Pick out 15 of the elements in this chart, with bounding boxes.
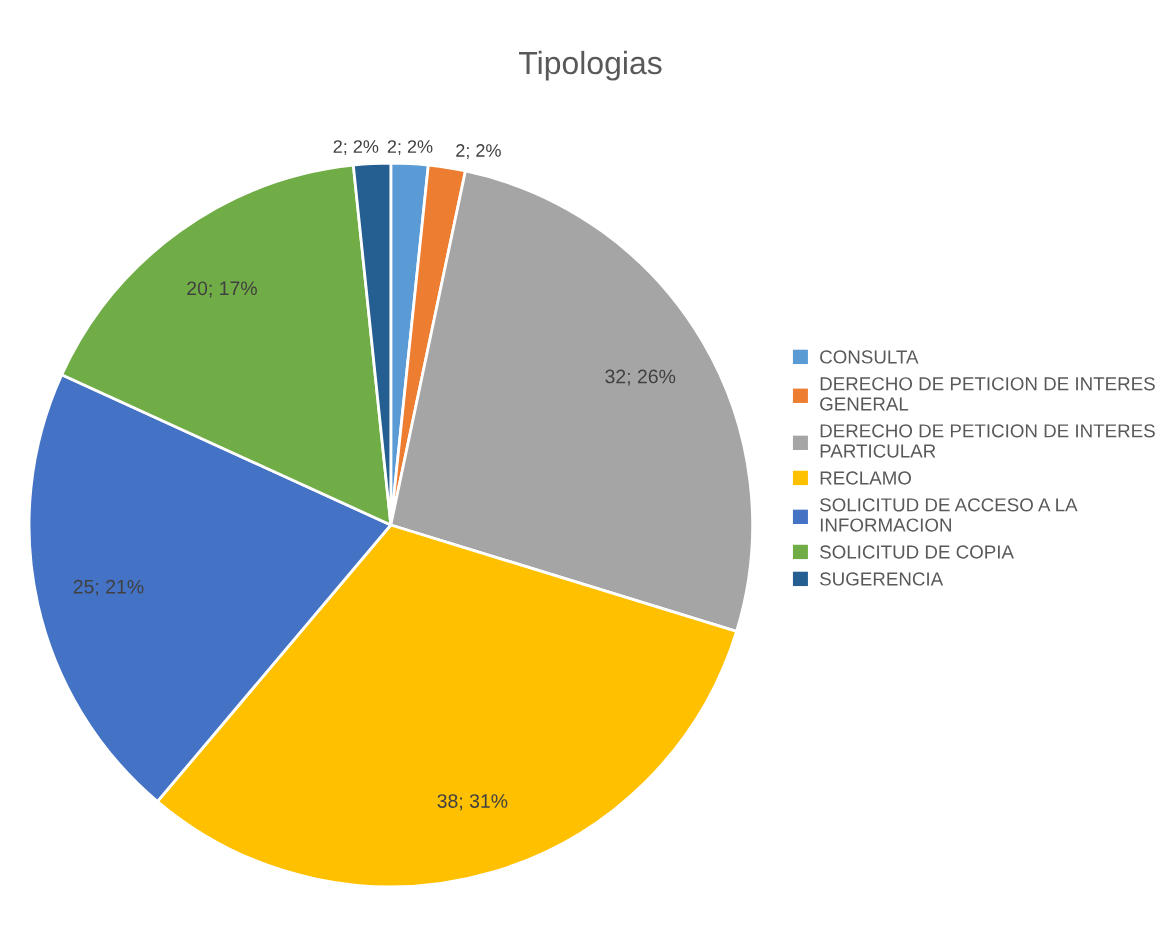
data-label: 2; 2% [333,140,379,156]
data-label: 38; 31% [437,794,508,811]
legend-label: RECLAMO [820,471,912,485]
legend-label: SUGERENCIA [820,572,944,586]
data-label: 20; 17% [187,281,257,298]
legend-label: SOLICITUD DE ACCESO A LA INFORMACION [820,498,1078,532]
legend-label: CONSULTA [820,350,919,364]
data-label: 32; 26% [605,369,676,386]
data-label: 25; 21% [73,579,144,596]
legend-label: DERECHO DE PETICION DE INTERES GENERAL [820,377,1155,411]
data-label: 2; 2% [387,140,433,156]
data-label: 2; 2% [456,144,501,160]
chart-title: Tipologias [519,50,662,81]
legend-label: SOLICITUD DE COPIA [820,545,1014,559]
legend-label: DERECHO DE PETICION DE INTERES PARTICULAR [820,424,1155,458]
